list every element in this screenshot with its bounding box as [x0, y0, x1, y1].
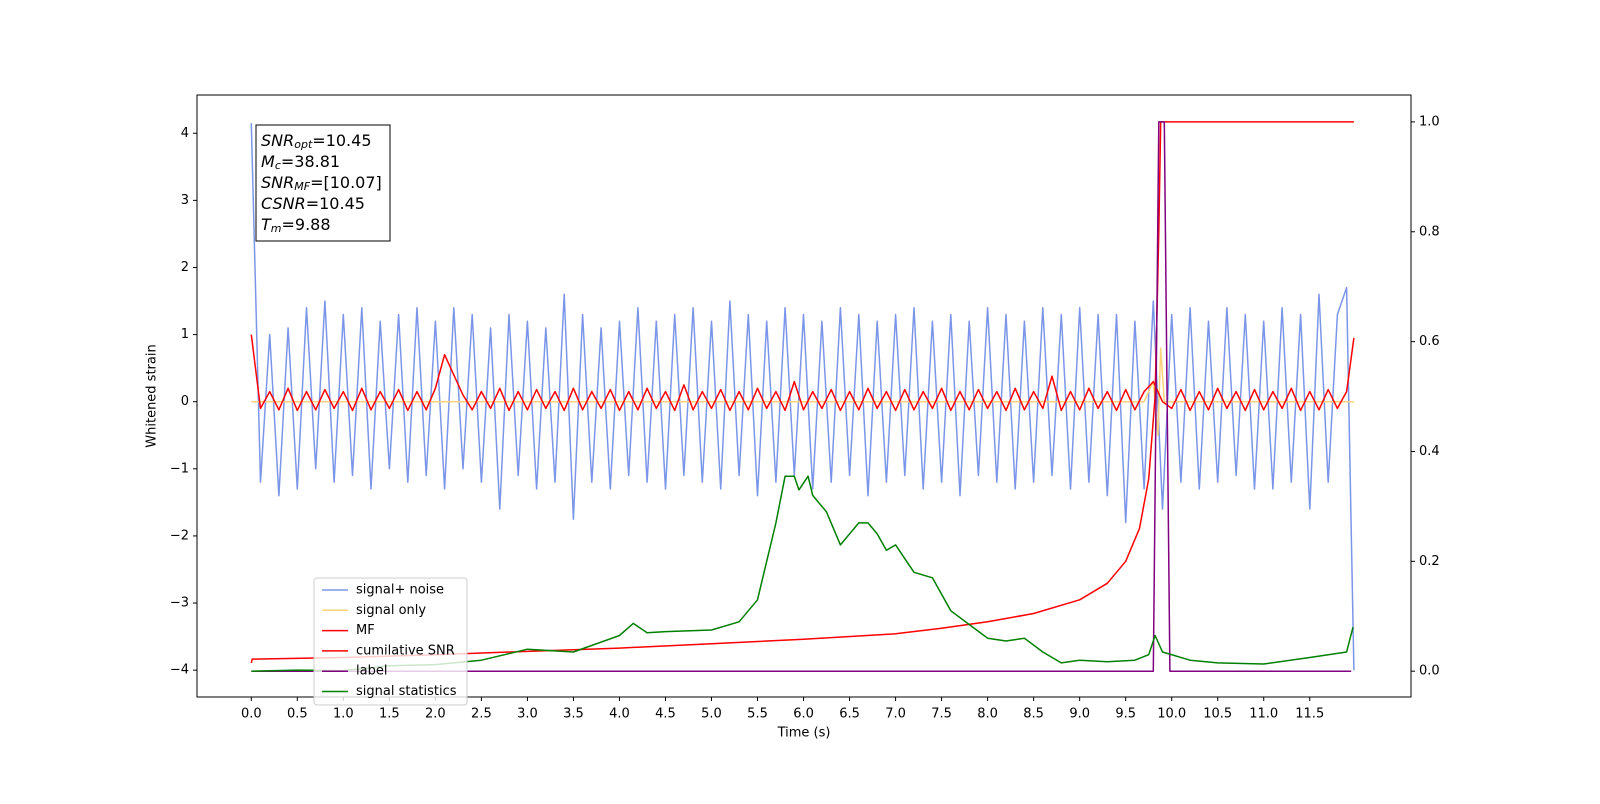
y2-tick-label: 0.0 [1419, 664, 1440, 679]
series-line [251, 347, 1354, 437]
y-axis-label: Whitened strain [145, 344, 160, 447]
legend-label: signal only [356, 603, 426, 618]
annotation-base: SNR [261, 131, 294, 150]
x-tick-label: 2.5 [471, 707, 492, 722]
x-tick-label: 11.0 [1249, 707, 1278, 722]
annotation-base: M [261, 152, 275, 171]
x-tick-label: 8.0 [977, 707, 998, 722]
x-tick-label: 9.5 [1115, 707, 1136, 722]
x-tick-label: 5.5 [747, 707, 768, 722]
y-tick-label: 1 [181, 327, 189, 342]
x-tick-label: 3.0 [517, 707, 538, 722]
legend-label: signal statistics [356, 684, 457, 699]
y-tick-label: −2 [170, 528, 189, 543]
x-tick-label: 6.0 [793, 707, 814, 722]
y-tick-label: 2 [181, 260, 189, 275]
annotation: CSNR=10.45 [261, 194, 365, 213]
y2-tick-label: 0.4 [1419, 444, 1440, 459]
annotation-box: SNRopt=10.45Mc=38.81SNRMF=[10.07]CSNR=10… [255, 124, 391, 242]
legend-label: cumilative SNR [356, 643, 455, 658]
annotation-rest: =9.88 [282, 215, 331, 234]
annotation: SNRopt=10.45 [261, 131, 372, 152]
x-tick-label: 2.0 [425, 707, 446, 722]
series-line [250, 334, 1355, 412]
series-line [250, 123, 1355, 671]
series-line [251, 121, 1352, 672]
annotation-rest: =[10.07] [310, 173, 382, 192]
legend-label: MF [356, 623, 375, 638]
x-tick-label: 4.5 [655, 707, 676, 722]
annotation-sub: m [271, 222, 282, 235]
x-tick-label: 1.0 [333, 707, 354, 722]
legend-label: signal+ noise [356, 583, 444, 598]
x-tick-label: 7.5 [931, 707, 952, 722]
annotation-sub: c [275, 159, 281, 172]
y2-tick-label: 1.0 [1419, 114, 1440, 129]
y-tick-label: 3 [181, 193, 189, 208]
x-axis-label: Time (s) [777, 726, 831, 741]
annotation: Mc=38.81 [261, 152, 340, 173]
x-tick-label: 10.5 [1203, 707, 1232, 722]
x-tick-label: 1.5 [379, 707, 400, 722]
annotation-sub: MF [294, 180, 310, 193]
x-tick-label: 9.0 [1069, 707, 1090, 722]
legend-frame [313, 577, 468, 706]
annotation-rest: =10.45 [312, 131, 371, 150]
annotation-rest: =38.81 [281, 152, 340, 171]
y-tick-label: −3 [170, 596, 189, 611]
x-tick-label: 5.0 [701, 707, 722, 722]
y2-tick-label: 0.6 [1419, 334, 1440, 349]
x-tick-label: 6.5 [839, 707, 860, 722]
y-tick-label: −1 [170, 461, 189, 476]
x-tick-label: 10.0 [1157, 707, 1186, 722]
y-tick-label: −4 [170, 663, 189, 678]
annotation-frame [255, 124, 391, 242]
x-tick-label: 0.0 [241, 707, 262, 722]
annotation: SNRMF=[10.07] [261, 173, 382, 194]
series-line [251, 475, 1354, 672]
y2-tick-label: 0.8 [1419, 224, 1440, 239]
legend: signal+ noise signal only MF cumilative SNR… [313, 577, 468, 706]
x-tick-label: 0.5 [287, 707, 308, 722]
y-tick-label: 0 [181, 394, 189, 409]
annotation-base: SNR [261, 173, 294, 192]
x-tick-label: 8.5 [1023, 707, 1044, 722]
annotation: Tm=9.88 [261, 215, 331, 236]
annotation-sub: opt [294, 138, 313, 151]
legend-label: label [356, 664, 387, 679]
y-tick-label: 4 [181, 126, 189, 141]
annotation-base: CSNR [261, 194, 306, 213]
y2-tick-label: 0.2 [1419, 554, 1440, 569]
x-tick-label: 4.0 [609, 707, 630, 722]
x-tick-label: 7.0 [885, 707, 906, 722]
annotation-rest: =10.45 [306, 194, 365, 213]
x-tick-label: 3.5 [563, 707, 584, 722]
annotation-base: T [261, 215, 272, 234]
x-tick-label: 11.5 [1295, 707, 1324, 722]
